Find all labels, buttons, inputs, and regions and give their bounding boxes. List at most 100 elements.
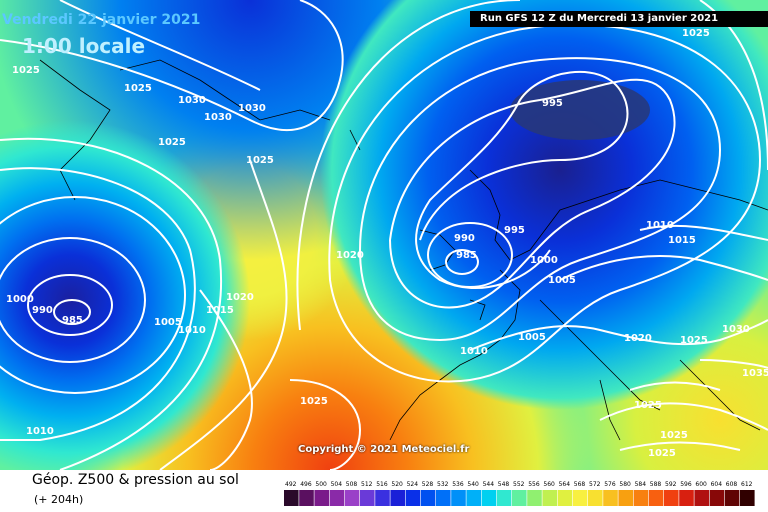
scale-swatch bbox=[557, 490, 573, 506]
scale-label: 528 bbox=[422, 481, 434, 488]
isobar-labels: 1025 1025 1030 1030 1030 1025 1025 1020 … bbox=[6, 28, 768, 459]
coastlines bbox=[39, 59, 768, 441]
scale-label: 568 bbox=[574, 481, 586, 488]
isobar-label: 1025 bbox=[246, 155, 274, 166]
isobar-label: 1025 bbox=[660, 430, 688, 441]
isobar-label: 1000 bbox=[6, 294, 34, 305]
isobar-label: 1030 bbox=[178, 95, 206, 106]
scale-swatch bbox=[299, 490, 314, 506]
scale-swatch bbox=[740, 490, 755, 506]
isobars bbox=[0, 0, 768, 470]
model-run-label: Run GFS 12 Z du Mercredi 13 janvier 2021 bbox=[470, 11, 768, 27]
copyright-notice: Copyright © 2021 Meteociel.fr bbox=[298, 444, 470, 455]
scale-swatch bbox=[709, 490, 725, 506]
scale-label: 572 bbox=[589, 481, 601, 488]
scale-label: 596 bbox=[680, 481, 692, 488]
scale-label: 588 bbox=[650, 481, 662, 488]
scale-label: 500 bbox=[315, 481, 327, 488]
isobar-label: 995 bbox=[542, 98, 563, 109]
scale-swatch bbox=[572, 490, 588, 506]
scale-label: 536 bbox=[452, 481, 464, 488]
isobar-label: 990 bbox=[32, 305, 53, 316]
scale-label: 496 bbox=[300, 481, 312, 488]
isobar-label: 1005 bbox=[154, 317, 182, 328]
scale-label: 544 bbox=[483, 481, 495, 488]
scale-swatch bbox=[496, 490, 512, 506]
scale-label: 532 bbox=[437, 481, 449, 488]
scale-swatch bbox=[633, 490, 649, 506]
isobar-label: 1030 bbox=[204, 112, 232, 123]
isobar-label: 1015 bbox=[668, 235, 696, 246]
scale-swatch bbox=[724, 490, 740, 506]
color-scale: 492 496 500 504 508 512 516 520 524 528 532 536 540 5… bbox=[284, 481, 755, 506]
scale-label: 504 bbox=[331, 481, 343, 488]
scale-label: 576 bbox=[604, 481, 616, 488]
scale-label: 612 bbox=[741, 481, 753, 488]
isobar-label: 1020 bbox=[624, 333, 652, 344]
scale-swatch bbox=[481, 490, 497, 506]
isobar-label: 995 bbox=[504, 225, 525, 236]
isobar-label: 1025 bbox=[634, 400, 662, 411]
scale-swatch bbox=[344, 490, 360, 506]
isobar-label: 985 bbox=[456, 250, 477, 261]
isobar-label: 1025 bbox=[682, 28, 710, 39]
isobar-label: 1010 bbox=[178, 325, 206, 336]
scale-swatch bbox=[603, 490, 618, 506]
scale-swatch bbox=[420, 490, 436, 506]
scale-swatch bbox=[466, 490, 481, 506]
scale-swatch bbox=[694, 490, 709, 506]
scale-label: 512 bbox=[361, 481, 373, 488]
isobar-label: 1030 bbox=[238, 103, 266, 114]
scale-swatch bbox=[618, 490, 633, 506]
isobar-label: 1005 bbox=[518, 332, 546, 343]
scale-label: 560 bbox=[543, 481, 555, 488]
scale-swatch bbox=[588, 490, 603, 506]
forecast-time: 1:00 locale bbox=[22, 34, 146, 58]
isobar-label: 1025 bbox=[12, 65, 40, 76]
scale-swatch bbox=[360, 490, 375, 506]
pressure-map: 1025 1025 1030 1030 1030 1025 1025 1020 … bbox=[0, 0, 768, 470]
scale-swatch bbox=[527, 490, 542, 506]
isobar-label: 1005 bbox=[548, 275, 576, 286]
scale-label: 548 bbox=[498, 481, 510, 488]
scale-swatch bbox=[375, 490, 390, 506]
isobar-label: 1010 bbox=[460, 346, 488, 357]
scale-label: 508 bbox=[346, 481, 358, 488]
isobar-label: 1025 bbox=[648, 448, 676, 459]
isobar-label: 1030 bbox=[722, 324, 750, 335]
isobar-label: 1020 bbox=[336, 250, 364, 261]
scale-label: 608 bbox=[726, 481, 738, 488]
legend-title: Géop. Z500 & pression au sol bbox=[32, 472, 239, 488]
scale-swatch bbox=[542, 490, 557, 506]
scale-label: 592 bbox=[665, 481, 677, 488]
scale-label: 524 bbox=[407, 481, 419, 488]
scale-swatch bbox=[314, 490, 329, 506]
scale-label: 552 bbox=[513, 481, 525, 488]
scale-label: 520 bbox=[391, 481, 403, 488]
scale-label: 600 bbox=[695, 481, 707, 488]
isobar-label: 1000 bbox=[530, 255, 558, 266]
legend-subtitle: (+ 204h) bbox=[34, 493, 84, 506]
isobar-label: 1025 bbox=[680, 335, 708, 346]
scale-label: 540 bbox=[467, 481, 479, 488]
map-legend: Géop. Z500 & pression au sol (+ 204h) 49… bbox=[0, 470, 768, 512]
isobar-label: 1010 bbox=[646, 220, 674, 231]
scale-label: 492 bbox=[285, 481, 297, 488]
scale-label: 516 bbox=[376, 481, 388, 488]
scale-label: 556 bbox=[528, 481, 540, 488]
scale-label: 584 bbox=[635, 481, 647, 488]
scale-swatch bbox=[405, 490, 421, 506]
scale-swatch bbox=[451, 490, 466, 506]
scale-swatch bbox=[679, 490, 694, 506]
isobar-label: 1010 bbox=[26, 426, 54, 437]
forecast-date: Vendredi 22 janvier 2021 bbox=[2, 12, 201, 28]
scale-swatch bbox=[512, 490, 527, 506]
isobar-label: 985 bbox=[62, 315, 83, 326]
scale-swatch bbox=[664, 490, 679, 506]
scale-label: 604 bbox=[711, 481, 723, 488]
isobar-label: 1025 bbox=[158, 137, 186, 148]
map-canvas: 1025 1025 1030 1030 1030 1025 1025 1020 … bbox=[0, 0, 768, 470]
isobar-label: 1025 bbox=[300, 396, 328, 407]
isobar-label: 1025 bbox=[124, 83, 152, 94]
